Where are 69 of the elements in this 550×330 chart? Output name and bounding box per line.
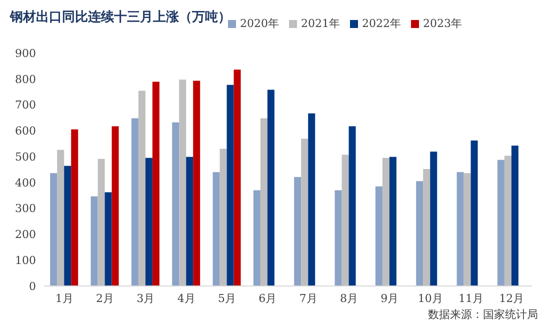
y-tick-label: 800 xyxy=(15,72,36,86)
bar xyxy=(416,181,424,286)
chart-title: 钢材出口同比连续十三月上涨（万吨） xyxy=(10,9,231,26)
bar xyxy=(131,118,138,286)
bar xyxy=(104,192,112,286)
bar xyxy=(138,90,146,286)
x-tick-label: 9月 xyxy=(380,292,399,305)
bar xyxy=(212,172,220,286)
x-tick-label: 6月 xyxy=(258,292,277,305)
x-tick-label: 4月 xyxy=(177,292,196,305)
bar xyxy=(234,70,241,286)
bar xyxy=(389,156,396,286)
bar xyxy=(186,156,194,286)
legend-label: 2021年 xyxy=(301,17,340,30)
bar xyxy=(294,177,302,286)
bar xyxy=(375,186,382,286)
bar xyxy=(511,146,518,286)
x-tick-label: 5月 xyxy=(218,292,236,305)
bar xyxy=(50,173,58,286)
bar xyxy=(504,156,512,286)
x-tick-label: 2月 xyxy=(96,292,114,305)
x-tick-label: 12月 xyxy=(499,292,524,305)
bar xyxy=(456,172,464,286)
x-tick-label: 3月 xyxy=(136,292,155,305)
legend-label: 2020年 xyxy=(240,17,279,30)
x-tick-label: 1月 xyxy=(55,292,74,305)
bar xyxy=(260,118,268,286)
bar xyxy=(145,158,152,286)
y-tick-label: 600 xyxy=(15,124,36,138)
source-note: 数据来源：国家统计局 xyxy=(428,307,538,322)
bar xyxy=(342,154,349,286)
y-tick-label: 500 xyxy=(15,150,36,164)
bar xyxy=(193,80,200,286)
bar xyxy=(226,84,234,286)
bar xyxy=(267,90,274,286)
x-tick-label: 10月 xyxy=(418,292,443,305)
y-tick-label: 100 xyxy=(15,254,36,268)
legend-label: 2022年 xyxy=(362,17,401,30)
bar xyxy=(112,126,119,286)
bar xyxy=(470,140,478,286)
bar xyxy=(152,82,160,286)
bar xyxy=(253,190,260,286)
y-tick-label: 200 xyxy=(15,228,36,242)
x-tick-label: 8月 xyxy=(340,292,358,305)
bar xyxy=(57,150,64,286)
bar xyxy=(497,160,504,286)
bar xyxy=(98,158,105,286)
bar xyxy=(430,152,438,286)
y-tick-label: 700 xyxy=(15,98,36,112)
bar xyxy=(90,196,98,286)
bar xyxy=(308,113,316,286)
bar xyxy=(220,148,227,286)
bar xyxy=(423,168,430,286)
bar xyxy=(334,190,342,286)
y-tick-label: 400 xyxy=(15,176,36,190)
legend-label: 2023年 xyxy=(423,17,462,30)
x-tick-label: 11月 xyxy=(458,292,484,305)
bar xyxy=(172,122,180,286)
bar xyxy=(71,129,78,286)
bar xyxy=(382,158,390,286)
bar xyxy=(348,126,356,286)
bar xyxy=(464,173,471,286)
bar xyxy=(301,138,308,286)
x-tick-label: 7月 xyxy=(299,292,318,305)
y-tick-label: 900 xyxy=(15,46,36,60)
y-tick-label: 0 xyxy=(29,280,36,293)
bar xyxy=(64,166,72,286)
y-tick-label: 300 xyxy=(15,202,36,216)
bar xyxy=(179,80,186,286)
